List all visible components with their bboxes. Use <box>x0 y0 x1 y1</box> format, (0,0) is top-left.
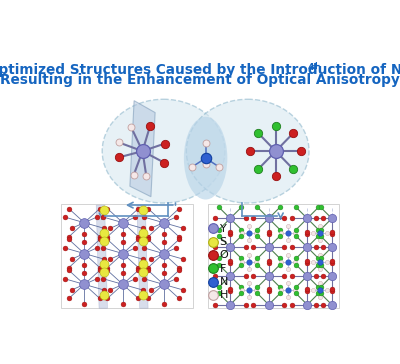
Text: Optimized Structures Caused by the Introduction of NH: Optimized Structures Caused by the Intro… <box>0 63 400 77</box>
Text: O: O <box>220 250 228 260</box>
Text: N: N <box>220 277 228 287</box>
Text: Y: Y <box>220 223 226 234</box>
Polygon shape <box>96 205 108 308</box>
Text: +: + <box>312 62 321 71</box>
FancyBboxPatch shape <box>208 204 339 308</box>
Polygon shape <box>130 101 155 197</box>
Text: S: S <box>220 237 227 247</box>
Text: F: F <box>220 264 226 274</box>
Polygon shape <box>137 205 148 308</box>
Text: 4: 4 <box>308 63 314 72</box>
Ellipse shape <box>186 99 309 203</box>
FancyBboxPatch shape <box>61 204 193 308</box>
Text: Resulting in the Enhancement of Optical Anisotropy: Resulting in the Enhancement of Optical … <box>0 72 400 87</box>
Ellipse shape <box>102 99 225 203</box>
Ellipse shape <box>184 117 227 199</box>
Text: H: H <box>220 290 228 300</box>
